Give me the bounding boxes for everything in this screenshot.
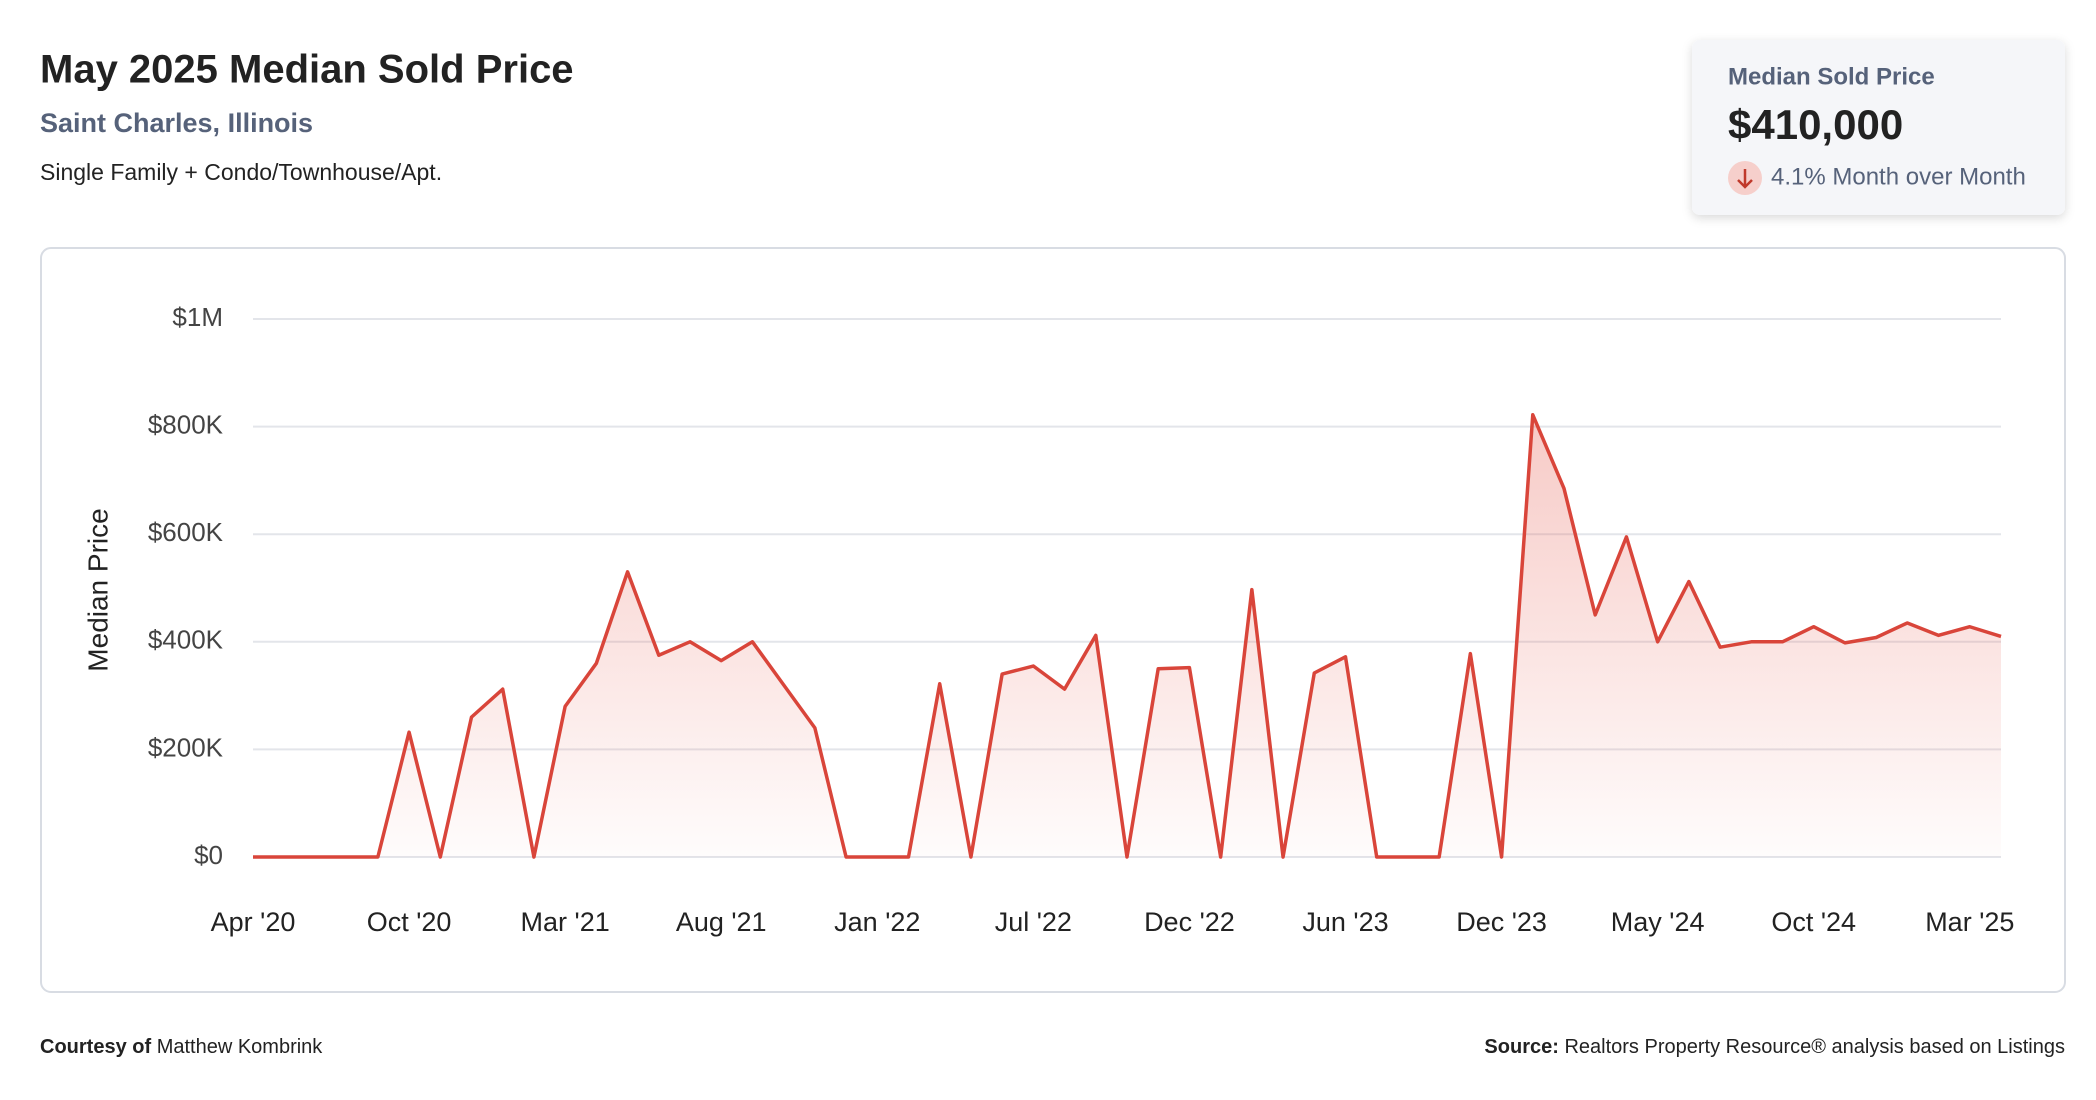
summary-card (1692, 40, 2065, 215)
x-tick-label: Dec '23 (1456, 907, 1547, 937)
title: May 2025 Median Sold Price (40, 48, 574, 92)
y-tick-label: $0 (194, 840, 223, 870)
courtesy-name: Matthew Kombrink (157, 1036, 324, 1058)
down-arrow (1737, 169, 1753, 189)
location: Saint Charles, Illinois (40, 108, 313, 138)
area (253, 414, 2001, 857)
summary-value: $410,000 (1728, 101, 1903, 148)
x-tick-label: Mar '25 (1925, 907, 2014, 937)
chart-frame (40, 247, 2066, 993)
x-tick-label: Mar '21 (521, 907, 610, 937)
x-tick-label: Apr '20 (211, 907, 296, 937)
x-tick-label: Jul '22 (995, 907, 1072, 937)
y-tick-label: $600K (148, 517, 224, 547)
courtesy: Courtesy of Matthew Kombrink (40, 1036, 323, 1058)
x-tick-label: Dec '22 (1144, 907, 1235, 937)
x-tick-label: May '24 (1611, 907, 1705, 937)
y-tick-label: $800K (148, 409, 224, 439)
y-tick-label: $1M (172, 302, 223, 332)
y-axis-label: Median Price (82, 508, 113, 671)
summary-change: 4.1% Month over Month (1771, 163, 2026, 190)
x-tick-label: Aug '21 (676, 907, 767, 937)
y-tick-label: $400K (148, 625, 224, 655)
courtesy-label: Courtesy of (40, 1036, 151, 1058)
x-tick-label: Jun '23 (1302, 907, 1388, 937)
source-text: Realtors Property Resource® analysis bas… (1564, 1036, 2065, 1058)
source: Source: Realtors Property Resource® anal… (1484, 1036, 2065, 1058)
x-tick-label: Oct '24 (1771, 907, 1856, 937)
source-label: Source: (1484, 1036, 1558, 1058)
x-tick-label: Oct '20 (367, 907, 452, 937)
y-tick-label: $200K (148, 732, 224, 762)
property-type: Single Family + Condo/Townhouse/Apt. (40, 159, 442, 185)
x-tick-label: Jan '22 (834, 907, 920, 937)
line (253, 413, 2002, 859)
summary-label: Median Sold Price (1728, 63, 1935, 90)
